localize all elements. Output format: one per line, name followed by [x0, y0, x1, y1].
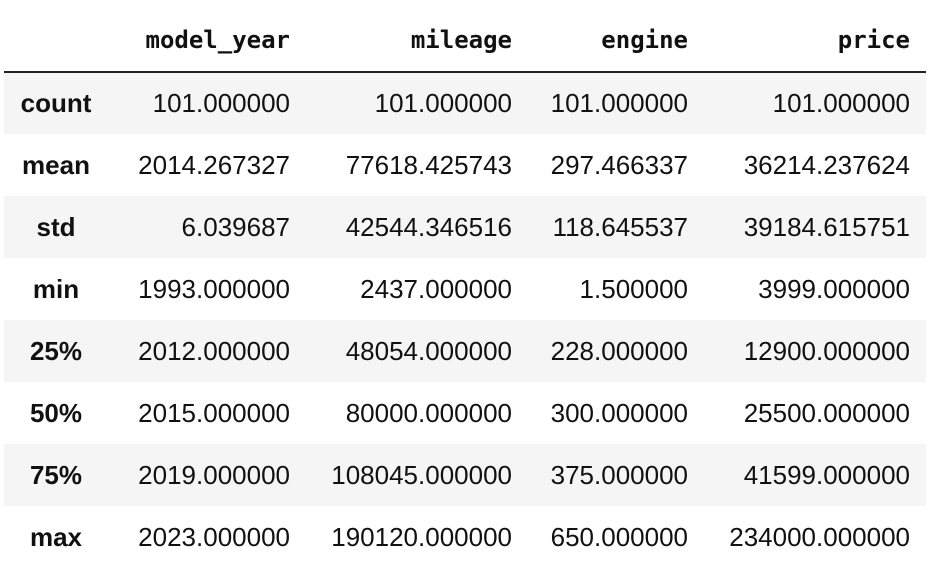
table-cell: 6.039687: [181, 211, 290, 242]
table-row: 50% 2015.000000 80000.000000 300.000000 …: [4, 382, 926, 444]
table-row: max 2023.000000 190120.000000 650.000000…: [4, 506, 926, 568]
row-label: std: [36, 211, 76, 242]
table-cell: 108045.000000: [331, 459, 512, 490]
table-row: count 101.000000 101.000000 101.000000 1…: [4, 72, 926, 134]
table-cell: 190120.000000: [331, 521, 512, 552]
table-cell: 101.000000: [550, 88, 688, 118]
table-cell: 3999.000000: [758, 273, 910, 304]
table-row: 75% 2019.000000 108045.000000 375.000000…: [4, 444, 926, 506]
table-cell: 80000.000000: [345, 397, 512, 428]
table-cell: 1993.000000: [138, 273, 290, 304]
row-label: min: [32, 273, 80, 304]
table-body: count 101.000000 101.000000 101.000000 1…: [4, 72, 926, 568]
table-header: model_year mileage engine price: [4, 8, 926, 73]
table-cell: 1.500000: [579, 273, 688, 304]
summary-statistics-table: model_year mileage engine price count 10…: [4, 8, 926, 568]
table-cell: 228.000000: [550, 335, 688, 366]
table-cell: 300.000000: [550, 397, 688, 428]
table-cell: 77618.425743: [345, 149, 512, 180]
table-cell: 101.000000: [374, 88, 512, 118]
table-cell: 118.645537: [552, 211, 688, 242]
row-label: mean: [22, 149, 90, 180]
table-cell: 2015.000000: [138, 397, 290, 428]
column-header-mileage: mileage: [306, 8, 528, 73]
table-cell: 101.000000: [772, 88, 910, 118]
table-cell: 2023.000000: [138, 521, 290, 552]
table-cell: 39184.615751: [743, 211, 910, 242]
table-cell: 2437.000000: [360, 273, 512, 304]
table-cell: 375.000000: [550, 459, 688, 490]
row-label: 75%: [29, 459, 83, 490]
row-label: max: [29, 521, 83, 552]
table-cell: 2012.000000: [138, 335, 290, 366]
table-row: 25% 2012.000000 48054.000000 228.000000 …: [4, 320, 926, 382]
table-row: mean 2014.267327 77618.425743 297.466337…: [4, 134, 926, 196]
table-cell: 2014.267327: [138, 149, 290, 180]
index-header-cell: [4, 8, 108, 73]
dataframe-describe-output: model_year mileage engine price count 10…: [4, 8, 926, 568]
row-label: count: [20, 88, 92, 118]
table-row: std 6.039687 42544.346516 118.645537 391…: [4, 196, 926, 258]
table-row: min 1993.000000 2437.000000 1.500000 399…: [4, 258, 926, 320]
header-row: model_year mileage engine price: [4, 8, 926, 73]
table-cell: 41599.000000: [743, 459, 910, 490]
row-label: 25%: [29, 335, 83, 366]
column-header-engine: engine: [528, 8, 704, 73]
table-cell: 650.000000: [550, 521, 688, 552]
table-cell: 297.466337: [550, 149, 688, 180]
table-cell: 2019.000000: [138, 459, 290, 490]
column-header-price: price: [704, 8, 926, 73]
table-cell: 42544.346516: [345, 211, 512, 242]
table-cell: 48054.000000: [345, 335, 512, 366]
column-header-model-year: model_year: [108, 8, 306, 73]
row-label: 50%: [29, 397, 83, 428]
table-cell: 25500.000000: [743, 397, 910, 428]
table-cell: 36214.237624: [743, 149, 910, 180]
table-cell: 12900.000000: [743, 335, 910, 366]
table-cell: 234000.000000: [729, 521, 910, 552]
table-cell: 101.000000: [152, 88, 290, 118]
